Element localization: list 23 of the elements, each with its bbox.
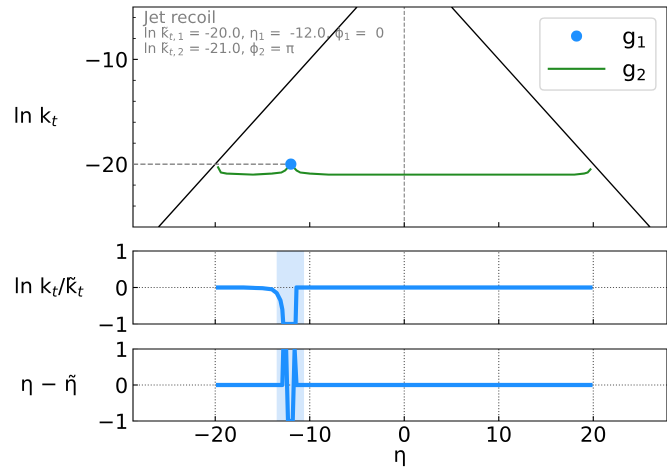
y-axis-title: ln k$_{t}$/k̃$_{t}$ — [16, 277, 84, 297]
y-tick-label: −20 — [86, 156, 127, 172]
y-tick-label: −10 — [86, 52, 127, 68]
y-tick-label: 0 — [116, 377, 127, 394]
y-tick-label: 1 — [117, 342, 126, 357]
x-tick-label: −10 — [290, 426, 330, 442]
annotation: Jet recoil — [142, 10, 214, 26]
x-tick-label: 10 — [488, 426, 511, 442]
x-axis-title: η — [395, 450, 405, 466]
annotation: ln k̃$_{t,1}$ = -20.0, η$_{1}$ = -12.0, ϕ$_{1}$ = 0 — [144, 26, 384, 41]
line-series — [216, 285, 593, 324]
y-tick-label: 1 — [117, 244, 126, 259]
legend-label: g$_{1}$ — [623, 31, 645, 49]
x-tick-label: 20 — [582, 426, 606, 442]
x-tick-label: −20 — [195, 426, 236, 442]
y-axis-title: η − η̃ — [22, 374, 76, 396]
y-tick-label: 0 — [116, 280, 127, 296]
y-axis-title: ln k$_{t}$ — [15, 106, 58, 126]
legend-label: g$_{2}$ — [623, 64, 645, 82]
annotation: ln k̃$_{t,2}$ = -21.0, ϕ$_{2}$ = π — [144, 42, 294, 56]
x-tick-label: 0 — [399, 426, 410, 442]
y-tick-label: −1 — [100, 316, 126, 332]
y-tick-label: −1 — [100, 414, 126, 429]
